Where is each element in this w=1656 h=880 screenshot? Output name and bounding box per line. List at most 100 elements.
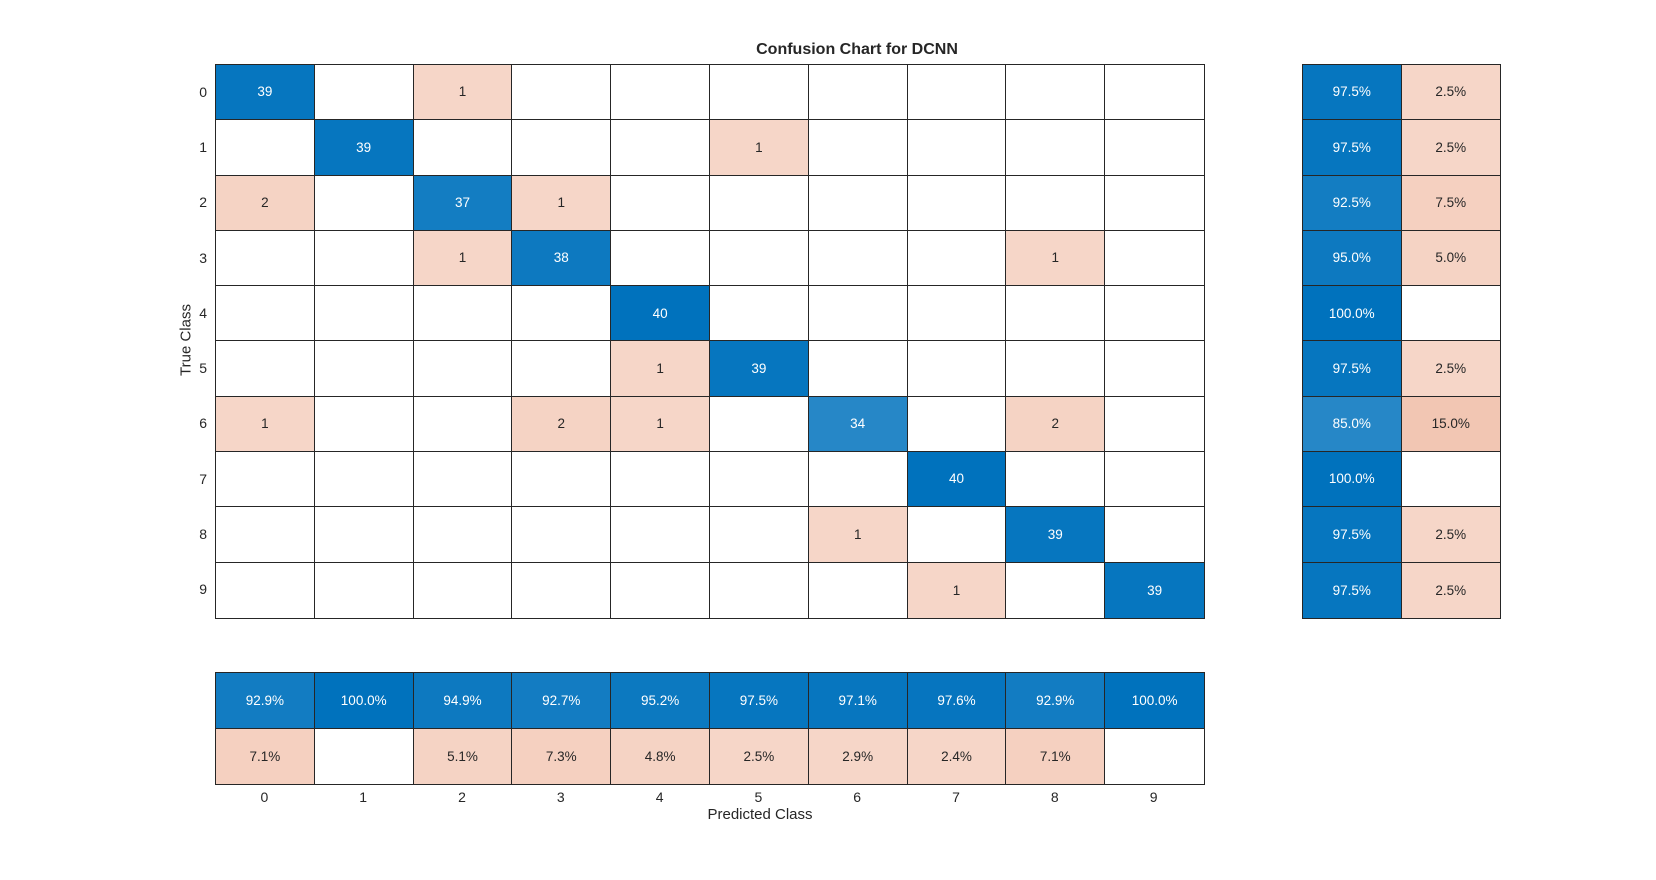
matrix-cell-r1c6 bbox=[808, 120, 908, 176]
matrix-cell-r0c5 bbox=[710, 65, 809, 121]
row-summary-correct-1: 97.5% bbox=[1303, 120, 1402, 176]
y-tick-label-6: 6 bbox=[199, 415, 207, 432]
matrix-cell-r0c8 bbox=[1006, 65, 1106, 121]
column-summary-correct-5: 97.5% bbox=[710, 673, 809, 729]
column-summary-incorrect-9 bbox=[1105, 729, 1204, 785]
row-summary-incorrect-1: 2.5% bbox=[1401, 120, 1500, 176]
column-summary-incorrect-1 bbox=[315, 728, 414, 784]
matrix-cell-r8c0 bbox=[216, 507, 315, 563]
matrix-cell-r0c6 bbox=[808, 65, 908, 121]
y-tick-label-8: 8 bbox=[199, 526, 207, 543]
row-summary-correct-5: 97.5% bbox=[1303, 341, 1402, 397]
y-tick-label-5: 5 bbox=[199, 360, 207, 377]
row-summary-correct-3: 95.0% bbox=[1303, 230, 1402, 287]
matrix-cell-r9c1 bbox=[315, 562, 414, 618]
x-tick-label-5: 5 bbox=[754, 789, 763, 805]
column-summary-correct-3: 92.7% bbox=[512, 673, 612, 729]
matrix-cell-r9c5 bbox=[710, 562, 809, 618]
column-summary-incorrect-2: 5.1% bbox=[413, 728, 513, 784]
matrix-cell-r9c7: 1 bbox=[907, 562, 1007, 618]
matrix-cell-r2c9 bbox=[1105, 176, 1204, 231]
row-summary-correct-2: 92.5% bbox=[1303, 175, 1402, 231]
matrix-cell-r2c6 bbox=[808, 175, 908, 231]
column-summary-correct-6: 97.1% bbox=[808, 673, 908, 729]
column-summary-correct-2: 94.9% bbox=[413, 673, 513, 729]
matrix-cell-r3c2: 1 bbox=[413, 230, 513, 287]
matrix-cell-r6c5 bbox=[710, 396, 809, 453]
matrix-cell-r4c3 bbox=[512, 286, 612, 342]
matrix-cell-r8c3 bbox=[512, 507, 612, 563]
matrix-cell-r8c1 bbox=[314, 507, 414, 563]
matrix-cell-r8c9 bbox=[1105, 507, 1204, 563]
matrix-cell-r3c7 bbox=[907, 230, 1007, 287]
matrix-cell-r2c0: 2 bbox=[216, 175, 315, 231]
row-summary-correct-4: 100.0% bbox=[1303, 286, 1402, 342]
matrix-cell-r7c7: 40 bbox=[907, 452, 1007, 508]
matrix-cell-r9c4 bbox=[611, 562, 710, 618]
x-tick-label-0: 0 bbox=[260, 789, 269, 805]
matrix-cell-r6c6: 34 bbox=[808, 396, 908, 453]
confusion-matrix: 39 1 39 1 2 37 1 1 38 1 40 1 39 1 2 1 34 2 40 1 39 1 39 bbox=[215, 64, 1205, 619]
matrix-cell-r5c3 bbox=[512, 341, 612, 397]
y-tick-label-3: 3 bbox=[199, 249, 207, 266]
row-summary-correct-9: 97.5% bbox=[1303, 562, 1402, 618]
matrix-cell-r5c7 bbox=[907, 341, 1007, 397]
matrix-cell-r5c0 bbox=[216, 341, 315, 397]
matrix-cell-r6c4: 1 bbox=[611, 396, 710, 453]
matrix-cell-r8c7 bbox=[907, 507, 1007, 563]
matrix-cell-r7c1 bbox=[314, 452, 414, 508]
matrix-cell-r4c9 bbox=[1105, 286, 1204, 342]
matrix-cell-r2c5 bbox=[710, 175, 809, 231]
y-tick-label-0: 0 bbox=[199, 83, 207, 100]
matrix-cell-r0c0: 39 bbox=[216, 65, 315, 121]
x-tick-label-6: 6 bbox=[853, 789, 862, 805]
matrix-cell-r7c6 bbox=[808, 452, 908, 508]
row-summary-correct-6: 85.0% bbox=[1303, 396, 1402, 453]
matrix-cell-r4c5 bbox=[710, 286, 809, 342]
row-summary-block: 97.5% 2.5% 97.5% 2.5% 92.5% 7.5% 95.0% 5.0% 100.… bbox=[1302, 64, 1501, 619]
matrix-cell-r9c9: 39 bbox=[1105, 562, 1204, 618]
row-summary-correct-0: 97.5% bbox=[1303, 65, 1402, 121]
matrix-cell-r9c6 bbox=[809, 562, 908, 618]
column-summary-incorrect-6: 2.9% bbox=[808, 728, 908, 784]
chart-title: Confusion Chart for DCNN bbox=[756, 41, 958, 58]
matrix-cell-r7c4 bbox=[611, 452, 710, 508]
row-summary-incorrect-0: 2.5% bbox=[1401, 65, 1500, 121]
matrix-cell-r8c2 bbox=[413, 507, 513, 563]
row-summary-correct-8: 97.5% bbox=[1303, 507, 1402, 563]
matrix-cell-r1c7 bbox=[907, 120, 1007, 176]
matrix-cell-r1c3 bbox=[512, 120, 612, 176]
x-tick-label-9: 9 bbox=[1149, 789, 1158, 805]
y-tick-label-2: 2 bbox=[199, 194, 207, 211]
matrix-cell-r5c1 bbox=[314, 341, 414, 397]
matrix-cell-r2c7 bbox=[907, 175, 1007, 231]
x-tick-label-3: 3 bbox=[556, 789, 565, 805]
matrix-cell-r1c4 bbox=[611, 120, 710, 176]
matrix-cell-r3c5 bbox=[710, 230, 809, 287]
matrix-cell-r6c8: 2 bbox=[1006, 396, 1106, 453]
matrix-cell-r8c4 bbox=[611, 507, 710, 563]
matrix-cell-r5c6 bbox=[808, 341, 908, 397]
row-summary-incorrect-5: 2.5% bbox=[1401, 341, 1500, 397]
y-tick-label-1: 1 bbox=[199, 138, 207, 155]
matrix-cell-r4c2 bbox=[413, 286, 513, 342]
matrix-cell-r3c0 bbox=[216, 230, 315, 287]
matrix-cell-r6c9 bbox=[1105, 397, 1204, 453]
row-summary-incorrect-3: 5.0% bbox=[1401, 230, 1500, 287]
column-summary-incorrect-3: 7.3% bbox=[512, 728, 612, 784]
matrix-cell-r7c8 bbox=[1006, 452, 1106, 508]
y-tick-label-4: 4 bbox=[199, 304, 207, 321]
matrix-cell-r9c0 bbox=[216, 562, 315, 618]
matrix-cell-r3c8: 1 bbox=[1006, 230, 1106, 287]
matrix-cell-r9c2 bbox=[414, 562, 513, 618]
matrix-cell-r1c5: 1 bbox=[710, 120, 809, 176]
matrix-cell-r6c7 bbox=[907, 396, 1007, 453]
x-tick-label-4: 4 bbox=[655, 789, 664, 805]
column-summary-correct-9: 100.0% bbox=[1105, 673, 1204, 729]
row-summary-incorrect-6: 15.0% bbox=[1401, 396, 1500, 453]
column-summary-incorrect-8: 7.1% bbox=[1006, 728, 1106, 784]
row-summary-incorrect-4 bbox=[1401, 286, 1500, 342]
matrix-cell-r6c3: 2 bbox=[512, 396, 612, 453]
column-summary-correct-7: 97.6% bbox=[907, 673, 1007, 729]
